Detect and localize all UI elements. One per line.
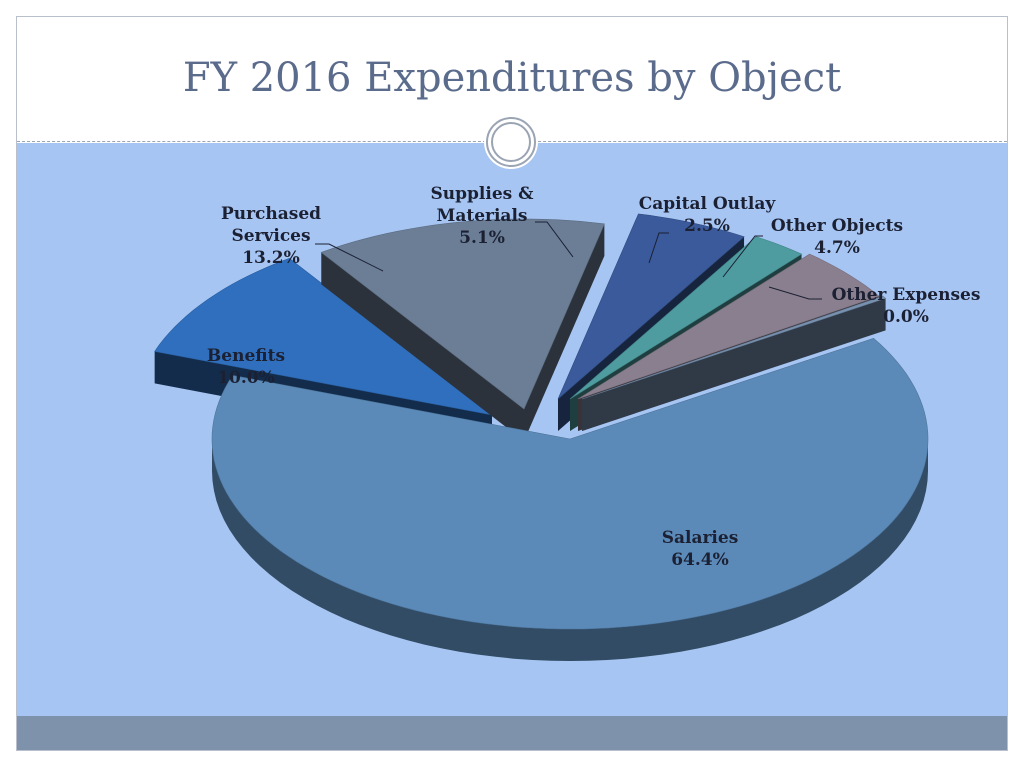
- footer-bar: [17, 716, 1007, 750]
- slice-label-benefits: Benefits 10.0%: [207, 346, 285, 388]
- leader-line-other-expenses: [768, 286, 822, 300]
- slice-other-expenses: [581, 295, 887, 431]
- slide: FY 2016 Expenditures by Object Salaries 6…: [16, 16, 1008, 751]
- pie-chart: Salaries 64.4% Benefits 10.0% Purchased Servi…: [154, 184, 981, 661]
- slice-purchased: [320, 218, 605, 441]
- leader-line-other-objects: [722, 235, 763, 278]
- leader-line-capital: [648, 232, 669, 264]
- leader-line-purchased: [315, 243, 384, 272]
- chart-background: Salaries 64.4% Benefits 10.0% Purchased Servi…: [17, 143, 1007, 716]
- slice-label-purchased: Purchased Services 13.2%: [221, 204, 321, 268]
- slice-label-other-objects: Other Objects 4.7%: [771, 216, 903, 258]
- slice-label-supplies: Supplies & Materials 5.1%: [431, 184, 535, 248]
- slide-title: FY 2016 Expenditures by Object: [182, 55, 842, 101]
- slice-label-capital: Capital Outlay 2.5%: [639, 194, 777, 236]
- slice-label-other-expenses: Other Expenses 0.0%: [832, 285, 981, 327]
- circle-ornament-icon: [484, 115, 538, 169]
- slice-label-salaries: Salaries 64.4%: [662, 528, 739, 570]
- slice-salaries: [211, 337, 929, 661]
- leader-line-supplies: [535, 221, 574, 258]
